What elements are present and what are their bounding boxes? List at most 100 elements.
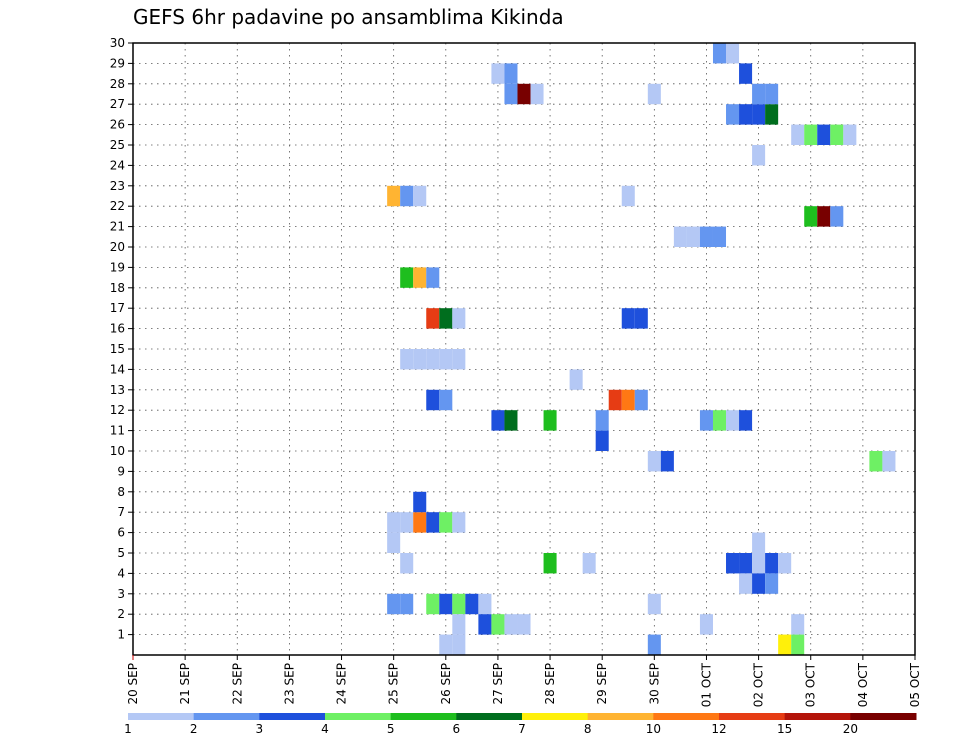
y-tick-label: 9 [117,464,125,478]
y-tick-label: 27 [110,97,125,111]
colorbar-swatch [325,713,392,720]
heatmap-cell [686,226,700,247]
x-tick-label: 02 OCT [752,662,766,707]
heatmap-cell [726,553,740,574]
heatmap-cell [817,206,831,227]
heatmap-cell [491,410,505,431]
colorbar-swatch [390,713,457,720]
heatmap-cell [752,104,766,125]
colorbar-label: 10 [646,722,661,736]
heatmap-cell [752,83,766,105]
y-tick-label: 1 [117,628,125,642]
x-tick-label: 23 SEP [282,663,296,705]
heatmap-cell [543,410,557,431]
x-tick-label: 21 SEP [178,663,192,705]
y-tick-label: 30 [110,36,125,50]
y-tick-label: 16 [110,322,125,336]
y-tick-label: 25 [110,138,125,152]
heatmap-cell [439,308,453,329]
heatmap-cell [413,267,427,288]
heatmap-cell [413,512,427,533]
heatmap-cell [504,63,518,84]
colorbar-label: 7 [518,722,526,736]
heatmap-cell [426,349,440,370]
x-tick-label: 01 OCT [699,662,713,707]
heatmap-cell [439,349,453,370]
heatmap-cell [452,308,466,329]
y-tick-label: 4 [117,566,125,580]
y-tick-label: 14 [110,362,125,376]
heatmap-cells [387,43,896,655]
heatmap-cell [739,104,753,125]
heatmap-cell [765,104,779,125]
heatmap-cell [647,634,661,655]
y-tick-label: 7 [117,505,125,519]
colorbar-swatch [784,713,851,720]
colorbar-swatch [587,713,654,720]
heatmap-cell [804,206,818,227]
x-tick-label: 26 SEP [439,663,453,705]
colorbar-label: 3 [256,722,264,736]
colorbar-label: 20 [843,722,858,736]
y-tick-label: 18 [110,281,125,295]
heatmap-cell [647,83,661,105]
y-tick-label: 5 [117,546,125,560]
y-tick-label: 17 [110,301,125,315]
heatmap-cell [830,124,844,145]
heatmap-cell [830,206,844,227]
colorbar-swatch [653,713,720,720]
x-tick-label: 28 SEP [543,663,557,705]
heatmap-cell [843,124,857,145]
heatmap-cell [699,614,713,635]
heatmap-cell [621,389,635,411]
heatmap-cell [439,389,453,411]
heatmap-cell [752,145,766,166]
heatmap-cell [765,573,779,594]
x-tick-label: 03 OCT [804,662,818,707]
y-tick-label: 12 [110,403,125,417]
heatmap-cell [413,185,427,207]
heatmap-cell [478,593,492,615]
x-tick-label: 25 SEP [387,663,401,705]
colorbar-swatch [259,713,326,720]
heatmap-cell [778,553,792,574]
y-tick-label: 29 [110,56,125,70]
colorbar-label: 8 [584,722,592,736]
y-tick-label: 8 [117,485,125,499]
y-tick-label: 3 [117,587,125,601]
heatmap-cell [869,451,883,472]
heatmap-cell [452,593,466,615]
heatmap-cell [426,512,440,533]
heatmap-cell [582,553,596,574]
heatmap-cell [439,512,453,533]
axis-ticks: 1234567891011121314151617181920212223242… [110,36,922,707]
heatmap-cell [426,308,440,329]
colorbar-label: 2 [190,722,198,736]
x-tick-label: 27 SEP [491,663,505,705]
heatmap-cell [517,614,531,635]
heatmap-cell [739,573,753,594]
y-tick-label: 13 [110,383,125,397]
heatmap-cell [765,83,779,105]
heatmap-cell [752,573,766,594]
y-tick-label: 28 [110,77,125,91]
heatmap-cell [739,410,753,431]
colorbar-label: 12 [711,722,726,736]
heatmap-cell [647,451,661,472]
y-tick-label: 2 [117,607,125,621]
chart-title: GEFS 6hr padavine po ansamblima Kikinda [133,5,564,29]
heatmap-cell [752,532,766,553]
y-tick-label: 6 [117,526,125,540]
heatmap-cell [712,410,727,431]
heatmap-cell [739,63,753,84]
heatmap-cell [634,308,648,329]
colorbar-swatch [456,713,523,720]
heatmap-cell [400,512,414,533]
heatmap-cell [452,349,466,370]
heatmap-cell [543,553,557,574]
x-tick-label: 04 OCT [856,662,870,707]
heatmap-cell [387,532,401,553]
colorbar-swatch [522,713,589,720]
x-tick-label: 22 SEP [230,663,244,705]
